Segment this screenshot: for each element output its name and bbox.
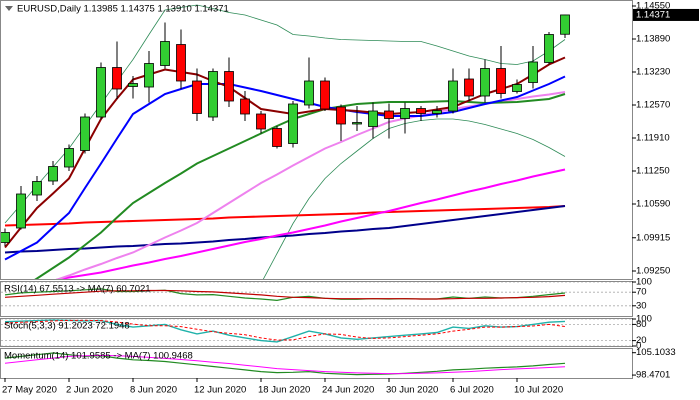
y-tick-label: 1.09915: [636, 232, 670, 243]
candle-body: [32, 181, 42, 196]
x-tick-label: 12 Jun 2020: [194, 385, 246, 396]
indicator-line: [4, 354, 566, 375]
y-tick-label: 1.13890: [636, 34, 670, 45]
panel: [4, 352, 566, 376]
x-tick-label: 27 May 2020: [2, 385, 57, 396]
indicator-line: [4, 319, 566, 343]
candle-body: [208, 71, 218, 118]
candle-body: [336, 106, 346, 125]
candle-body: [320, 80, 330, 110]
last-price-box: [633, 8, 699, 21]
panel-title: EURUSD,Daily 1.13985 1.14375 1.13910 1.1…: [17, 4, 229, 15]
y-tick-label: 1.14550: [636, 1, 670, 12]
momentum-frame: [0, 348, 633, 379]
y-tick-label: 100: [636, 277, 652, 288]
x-tick-label: 18 Jun 2020: [258, 385, 310, 396]
x-tick-label: 30 Jun 2020: [386, 385, 438, 396]
y-tick-label: 30: [636, 300, 647, 311]
y-tick-label: 20: [636, 335, 647, 346]
y-tick-label: 0: [636, 341, 641, 352]
candle-body: [144, 63, 154, 88]
candle-body: [400, 108, 410, 119]
x-tick-label: 6 Jul 2020: [450, 385, 494, 396]
y-tick-label: 1.09250: [636, 266, 670, 277]
candle-body: [96, 67, 106, 118]
indicator-line: [4, 56, 566, 249]
candle-body: [544, 34, 554, 63]
indicator-line: [34, 93, 566, 279]
candle-body: [112, 67, 122, 90]
indicator-line: [4, 289, 566, 300]
indicator-line: [4, 319, 566, 341]
candle-body: [480, 68, 490, 97]
indicator-line: [4, 205, 566, 227]
y-tick-label: 1.11250: [636, 166, 670, 177]
candle-body: [528, 61, 538, 83]
candle-body: [240, 98, 250, 115]
candle-body: [256, 113, 266, 130]
y-tick-label: 1.12570: [636, 100, 670, 111]
main-frame: [0, 0, 633, 280]
x-tick-label: 8 Jun 2020: [130, 385, 177, 396]
panel: [1, 282, 632, 307]
candle-body: [384, 110, 394, 119]
panel-title: Momentum(14) 101.9585 -> MA(7) 100.9468: [4, 351, 193, 362]
indicator-line: [262, 118, 566, 279]
symbol-icon: [5, 6, 13, 11]
candle-body: [448, 80, 458, 112]
candle-body: [560, 14, 570, 35]
candle-body: [416, 108, 426, 114]
rsi-frame: [0, 281, 633, 317]
indicator-line: [4, 75, 566, 261]
stoch-frame: [0, 318, 633, 347]
candle-body: [352, 122, 362, 125]
candle-body: [64, 148, 74, 168]
candle-body: [368, 110, 378, 127]
candle-body: [80, 116, 90, 151]
candle-body: [496, 68, 506, 94]
candle-body: [160, 41, 170, 66]
x-tick-label: 10 Jul 2020: [514, 385, 563, 396]
y-tick-label: 1.13230: [636, 67, 670, 78]
candle-body: [192, 80, 202, 114]
candle-body: [128, 83, 138, 87]
candle-body: [464, 78, 474, 97]
y-tick-label: 100: [636, 314, 652, 325]
candle-body: [224, 71, 234, 102]
candle-body: [48, 166, 58, 182]
y-tick-label: 98.4701: [636, 370, 670, 381]
candle-body: [272, 128, 282, 147]
indicator-line: [55, 168, 566, 279]
y-tick-label: 105.1033: [636, 347, 676, 358]
x-tick-label: 24 Jun 2020: [322, 385, 374, 396]
panel: [1, 319, 632, 346]
candle-body: [432, 110, 442, 114]
panel-title: RSI(14) 67.5513 -> MA(7) 60.7021: [4, 284, 151, 295]
panel: [1, 4, 570, 279]
y-tick-label: 1.11910: [636, 133, 670, 144]
y-tick-label: 1.10590: [636, 199, 670, 210]
last-price-label: 1.14371: [636, 9, 670, 20]
candle-body: [16, 193, 26, 229]
indicator-line: [4, 205, 566, 254]
y-tick-label: 80: [636, 319, 647, 330]
y-tick-label: 70: [636, 287, 647, 298]
panel-title: Stoch(5,3,3) 91.2023 72.1948: [4, 321, 130, 332]
candle-body: [1, 232, 10, 243]
candle-body: [176, 44, 186, 82]
candle-body: [304, 80, 314, 106]
candle-body: [288, 103, 298, 144]
candle-body: [512, 84, 522, 92]
x-tick-label: 2 Jun 2020: [66, 385, 113, 396]
indicator-line: [55, 91, 566, 279]
